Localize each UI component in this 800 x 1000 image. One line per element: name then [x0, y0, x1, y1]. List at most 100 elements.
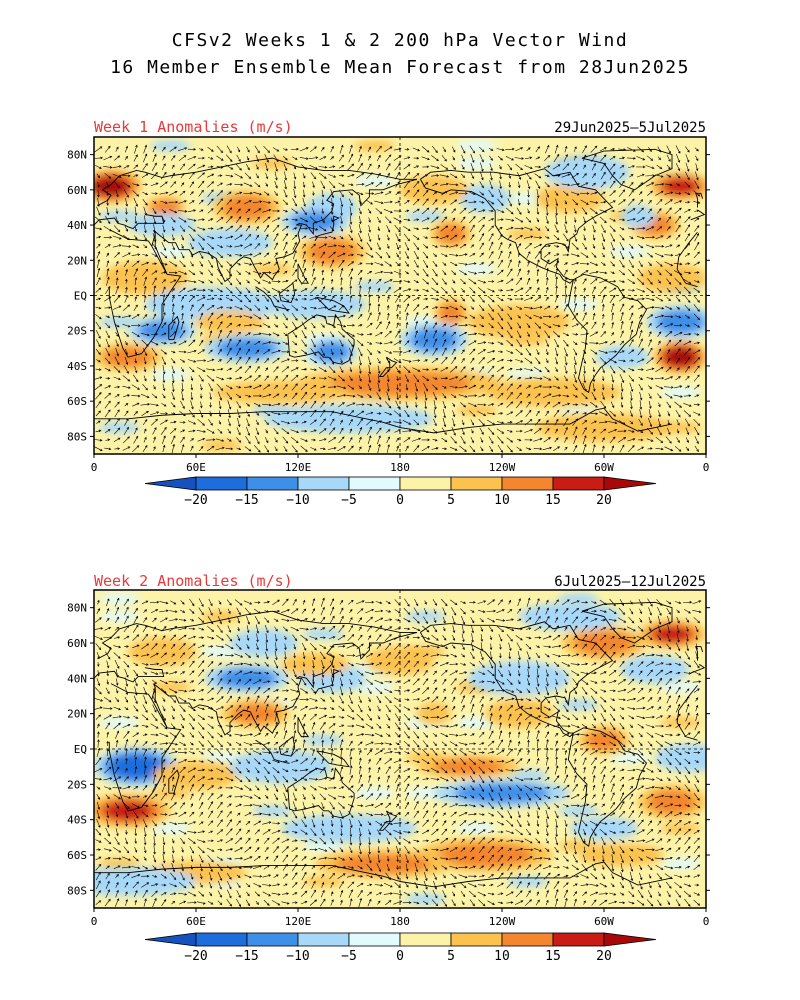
wind-vector	[592, 837, 596, 845]
wind-vector	[368, 217, 371, 223]
wind-vector	[150, 723, 159, 729]
wind-vector	[299, 768, 309, 772]
wind-vector	[160, 262, 168, 266]
wind-vector	[169, 883, 178, 887]
wind-vector	[422, 368, 430, 371]
wind-vector	[515, 348, 523, 356]
wind-vector	[467, 271, 478, 275]
wind-vector	[207, 289, 214, 292]
wind-vector	[301, 848, 307, 851]
wind-vector	[387, 234, 390, 241]
wind-vector	[487, 845, 495, 854]
wind-vector	[217, 786, 223, 790]
wind-vector	[150, 340, 159, 346]
wind-vector	[226, 749, 232, 756]
wind-vector	[460, 173, 466, 179]
wind-vector	[339, 889, 344, 898]
wind-vector	[675, 686, 681, 695]
wind-vector	[676, 616, 680, 624]
wind-vector	[412, 208, 420, 214]
wind-vector	[685, 162, 690, 172]
wind-vector	[582, 173, 587, 179]
wind-vector	[169, 626, 178, 632]
wind-vector	[442, 820, 447, 826]
wind-vector	[507, 420, 513, 424]
wind-vector	[658, 410, 661, 418]
wind-vector	[610, 401, 615, 409]
wind-vector	[283, 705, 288, 712]
lat-tick-label: 40N	[67, 672, 87, 685]
wind-vector	[573, 217, 577, 223]
wind-vector	[620, 311, 624, 322]
wind-vector	[124, 145, 128, 153]
wind-vector	[123, 426, 129, 436]
wind-vector	[440, 286, 448, 294]
wind-vector	[431, 277, 439, 286]
wind-vector	[208, 810, 213, 818]
wind-vector	[253, 732, 262, 737]
wind-vector	[619, 234, 625, 241]
wind-vector	[430, 715, 440, 719]
wind-vector	[442, 882, 446, 889]
wind-vector	[405, 331, 409, 337]
wind-vector	[684, 418, 690, 427]
wind-vector	[536, 768, 540, 772]
wind-vector	[293, 660, 297, 669]
wind-vector	[95, 757, 102, 766]
wind-vector	[461, 777, 465, 782]
wind-vector	[254, 340, 261, 346]
field-patch	[558, 263, 599, 275]
wind-vector	[552, 401, 561, 408]
wind-vector	[273, 660, 279, 669]
wind-vector	[506, 839, 514, 843]
wind-vector	[536, 287, 540, 293]
wind-vector	[133, 600, 139, 605]
wind-vector	[263, 865, 270, 870]
wind-vector	[468, 820, 477, 826]
wind-vector	[638, 260, 643, 268]
wind-vector	[103, 226, 112, 232]
wind-vector	[497, 331, 504, 338]
wind-vector	[582, 757, 587, 766]
wind-vector	[505, 759, 515, 764]
wind-vector	[582, 154, 587, 162]
wind-vector	[252, 262, 263, 265]
wind-vector	[301, 235, 307, 239]
wind-vector	[291, 383, 298, 391]
wind-vector	[189, 881, 195, 889]
wind-vector	[142, 704, 148, 713]
wind-vector	[478, 394, 486, 398]
wind-vector	[340, 296, 343, 302]
wind-vector	[627, 688, 636, 694]
wind-vector	[299, 627, 309, 631]
wind-vector	[301, 297, 308, 301]
wind-vector	[694, 883, 700, 887]
wind-vector	[562, 163, 570, 171]
wind-vector	[515, 217, 524, 223]
wind-vector	[340, 206, 343, 216]
wind-vector	[385, 600, 391, 605]
wind-vector	[610, 148, 616, 151]
wind-vector	[524, 706, 533, 710]
wind-vector	[95, 321, 102, 330]
wind-vector	[694, 333, 700, 336]
wind-vector	[124, 410, 129, 417]
wind-vector	[647, 759, 653, 764]
wind-vector	[291, 872, 298, 880]
wind-vector	[459, 445, 467, 452]
wind-vector	[685, 427, 690, 436]
wind-vector	[506, 268, 513, 277]
wind-vector	[376, 863, 382, 872]
wind-vector	[629, 359, 634, 362]
wind-vector	[170, 892, 177, 895]
wind-vector	[152, 813, 158, 816]
wind-vector	[234, 599, 243, 606]
wind-vector	[310, 368, 317, 371]
wind-vector	[442, 758, 447, 765]
wind-vector	[404, 845, 410, 855]
wind-vector	[657, 768, 662, 773]
wind-vector	[377, 838, 381, 844]
wind-vector	[591, 182, 596, 187]
wind-vector	[319, 156, 327, 160]
wind-vector	[564, 446, 568, 451]
